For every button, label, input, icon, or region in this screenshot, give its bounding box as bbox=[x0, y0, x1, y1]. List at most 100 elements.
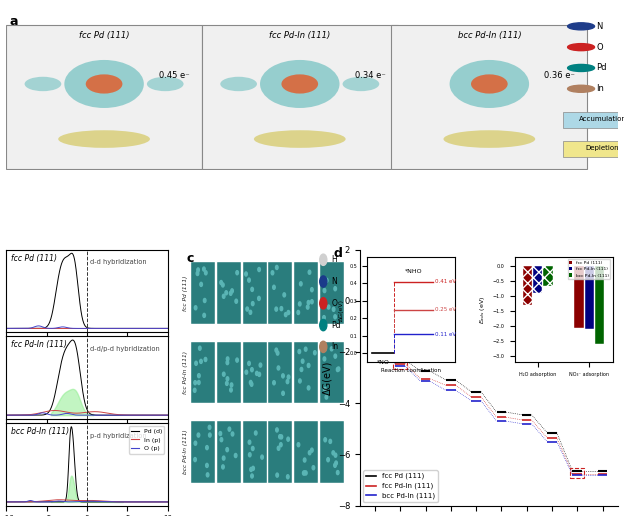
Circle shape bbox=[308, 314, 311, 318]
Circle shape bbox=[250, 453, 253, 457]
Bar bbox=[268, 421, 292, 482]
Circle shape bbox=[282, 472, 285, 475]
Circle shape bbox=[332, 369, 334, 374]
Circle shape bbox=[246, 373, 248, 377]
Circle shape bbox=[256, 370, 259, 375]
Text: 0.36 e⁻: 0.36 e⁻ bbox=[544, 71, 575, 80]
Circle shape bbox=[198, 369, 201, 374]
Circle shape bbox=[272, 427, 275, 431]
Circle shape bbox=[197, 301, 199, 305]
Circle shape bbox=[220, 268, 222, 272]
Text: p-d hybridization: p-d hybridization bbox=[90, 433, 147, 439]
Text: In: In bbox=[597, 84, 604, 93]
Text: H: H bbox=[331, 255, 337, 264]
Circle shape bbox=[220, 313, 223, 317]
Circle shape bbox=[336, 438, 338, 442]
Circle shape bbox=[276, 468, 278, 472]
Circle shape bbox=[231, 304, 234, 309]
Ellipse shape bbox=[471, 74, 508, 93]
Ellipse shape bbox=[281, 74, 318, 93]
Bar bbox=[563, 112, 624, 128]
Bar bbox=[217, 421, 241, 482]
Text: fcc Pd-In (111): fcc Pd-In (111) bbox=[183, 351, 188, 394]
Circle shape bbox=[331, 437, 333, 441]
Circle shape bbox=[252, 272, 255, 276]
Circle shape bbox=[228, 376, 231, 380]
Circle shape bbox=[335, 366, 338, 370]
Circle shape bbox=[280, 299, 283, 303]
Circle shape bbox=[246, 472, 248, 476]
Circle shape bbox=[228, 462, 231, 466]
Circle shape bbox=[257, 448, 260, 453]
Bar bbox=[570, 468, 584, 478]
Circle shape bbox=[233, 466, 236, 471]
Circle shape bbox=[327, 302, 329, 307]
Circle shape bbox=[319, 254, 327, 265]
Circle shape bbox=[255, 347, 258, 351]
Text: fcc Pd-In (111): fcc Pd-In (111) bbox=[269, 31, 330, 40]
Circle shape bbox=[257, 425, 260, 429]
Circle shape bbox=[280, 381, 282, 385]
Circle shape bbox=[234, 426, 236, 429]
Circle shape bbox=[324, 305, 327, 309]
Circle shape bbox=[306, 367, 309, 371]
Circle shape bbox=[273, 313, 275, 317]
Text: fcc Pd (111): fcc Pd (111) bbox=[79, 31, 129, 40]
bcc Pd-In (111) bbox=[376, 298, 384, 304]
Ellipse shape bbox=[64, 60, 144, 108]
Text: fcc Pd (111): fcc Pd (111) bbox=[11, 254, 57, 263]
Circle shape bbox=[196, 346, 198, 350]
Circle shape bbox=[326, 431, 328, 436]
Circle shape bbox=[255, 273, 258, 277]
Circle shape bbox=[271, 385, 273, 389]
Ellipse shape bbox=[58, 130, 150, 148]
Y-axis label: ΔG(eV): ΔG(eV) bbox=[322, 360, 332, 395]
Circle shape bbox=[568, 85, 595, 92]
Y-axis label: PDOS (eV⁻¹): PDOS (eV⁻¹) bbox=[0, 352, 1, 404]
Circle shape bbox=[208, 290, 210, 294]
Circle shape bbox=[251, 311, 253, 315]
Circle shape bbox=[229, 448, 232, 452]
Bar bbox=[295, 421, 318, 482]
Circle shape bbox=[310, 353, 312, 357]
Circle shape bbox=[273, 357, 276, 361]
Circle shape bbox=[329, 275, 331, 279]
Bar bbox=[243, 262, 266, 324]
Circle shape bbox=[339, 445, 341, 449]
Circle shape bbox=[260, 268, 263, 272]
Ellipse shape bbox=[343, 77, 379, 91]
Circle shape bbox=[210, 354, 213, 359]
Circle shape bbox=[313, 364, 315, 368]
Text: c: c bbox=[186, 252, 193, 265]
Text: d-d/p-d hybridization: d-d/p-d hybridization bbox=[90, 346, 160, 352]
Circle shape bbox=[276, 280, 278, 284]
Circle shape bbox=[258, 361, 261, 365]
Circle shape bbox=[205, 303, 207, 308]
Circle shape bbox=[247, 277, 250, 281]
Circle shape bbox=[298, 362, 301, 366]
Circle shape bbox=[246, 427, 249, 431]
Circle shape bbox=[568, 23, 595, 30]
Circle shape bbox=[568, 64, 595, 72]
Circle shape bbox=[339, 433, 342, 438]
Bar bbox=[191, 342, 215, 403]
Bar bbox=[268, 262, 292, 324]
fcc Pd-In (111) bbox=[376, 298, 384, 304]
Text: fcc Pd (111): fcc Pd (111) bbox=[183, 276, 188, 311]
Circle shape bbox=[232, 314, 235, 318]
Bar bbox=[243, 342, 266, 403]
Circle shape bbox=[305, 437, 307, 441]
FancyBboxPatch shape bbox=[391, 25, 587, 169]
Circle shape bbox=[258, 373, 260, 377]
Circle shape bbox=[327, 376, 329, 380]
Circle shape bbox=[256, 286, 259, 289]
Circle shape bbox=[235, 268, 237, 272]
FancyBboxPatch shape bbox=[202, 25, 397, 169]
Circle shape bbox=[324, 455, 326, 459]
Circle shape bbox=[301, 294, 303, 298]
bcc Pd-In (111) bbox=[366, 298, 374, 304]
Circle shape bbox=[285, 296, 287, 300]
Bar bbox=[268, 342, 292, 403]
Bar bbox=[320, 262, 344, 324]
Text: Pd: Pd bbox=[597, 63, 607, 72]
